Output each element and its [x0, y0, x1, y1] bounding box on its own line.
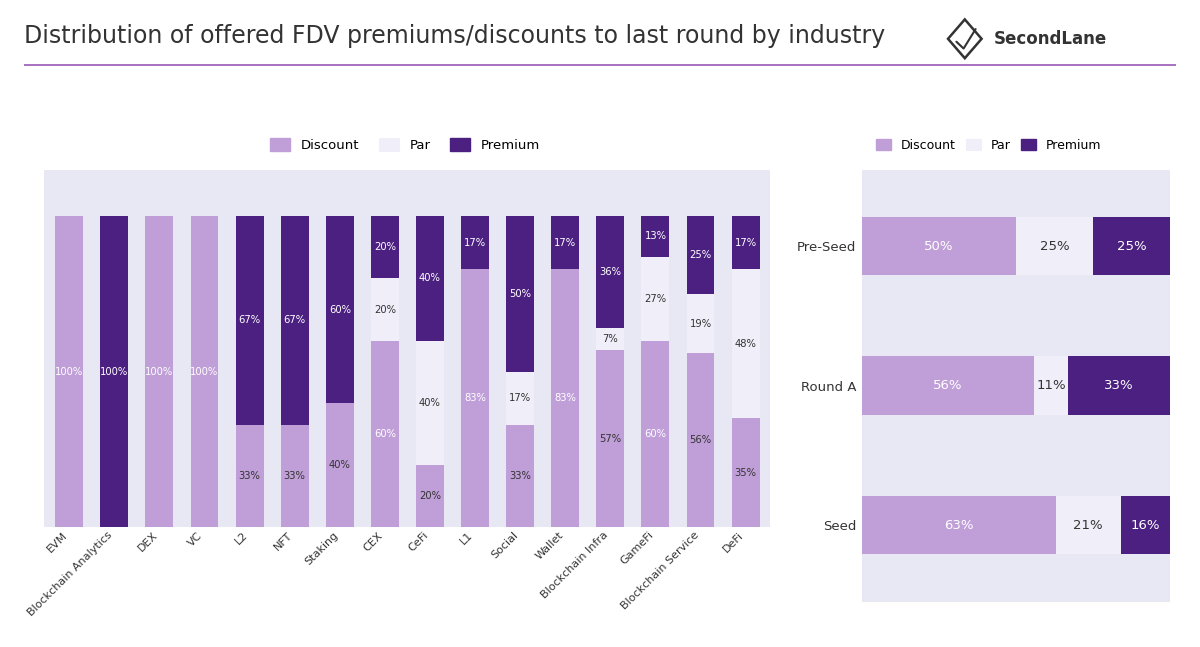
Bar: [461, 269, 490, 527]
Text: 40%: 40%: [419, 274, 440, 283]
Text: 83%: 83%: [464, 393, 486, 403]
Text: 40%: 40%: [419, 398, 440, 408]
Text: 33%: 33%: [1104, 379, 1134, 392]
Bar: [1034, 356, 1068, 415]
Bar: [732, 269, 760, 419]
Bar: [1016, 217, 1093, 276]
Bar: [686, 353, 714, 527]
Text: Industry: Industry: [368, 95, 442, 113]
Text: 100%: 100%: [55, 367, 83, 377]
Bar: [1068, 356, 1170, 415]
Text: 56%: 56%: [934, 379, 962, 392]
Text: 100%: 100%: [191, 367, 218, 377]
Text: 57%: 57%: [599, 433, 622, 444]
Text: 100%: 100%: [100, 367, 128, 377]
Text: 17%: 17%: [509, 393, 532, 403]
Text: 50%: 50%: [924, 239, 954, 253]
Bar: [862, 356, 1034, 415]
Text: 100%: 100%: [145, 367, 174, 377]
Text: 20%: 20%: [374, 305, 396, 314]
Bar: [325, 216, 354, 403]
Text: 63%: 63%: [944, 518, 973, 532]
Text: Round: Round: [960, 95, 1018, 113]
Text: 83%: 83%: [554, 393, 576, 403]
Bar: [642, 216, 670, 257]
Bar: [55, 216, 83, 527]
Bar: [686, 216, 714, 294]
Bar: [1056, 496, 1121, 554]
Text: 11%: 11%: [1037, 379, 1066, 392]
Bar: [371, 216, 398, 278]
Bar: [145, 216, 173, 527]
Bar: [461, 216, 490, 269]
Text: 17%: 17%: [464, 237, 486, 248]
Text: 13%: 13%: [644, 232, 666, 241]
Text: Distribution of offered FDV premiums/discounts to last round by industry: Distribution of offered FDV premiums/dis…: [24, 25, 886, 49]
Bar: [642, 257, 670, 340]
Text: 33%: 33%: [509, 471, 532, 481]
Bar: [281, 424, 308, 527]
Text: 27%: 27%: [644, 294, 666, 303]
Text: 17%: 17%: [554, 237, 576, 248]
Bar: [506, 424, 534, 527]
Bar: [862, 496, 1056, 554]
Bar: [371, 340, 398, 527]
Text: 33%: 33%: [239, 471, 260, 481]
Bar: [325, 403, 354, 527]
Bar: [596, 350, 624, 527]
Text: 25%: 25%: [690, 250, 712, 260]
Bar: [596, 216, 624, 328]
Text: 50%: 50%: [509, 289, 532, 299]
Text: 25%: 25%: [1117, 239, 1146, 253]
Bar: [551, 216, 580, 269]
Bar: [416, 465, 444, 527]
Text: 7%: 7%: [602, 334, 618, 344]
Text: 40%: 40%: [329, 460, 350, 470]
Bar: [732, 419, 760, 527]
Text: 60%: 60%: [329, 305, 350, 314]
Bar: [101, 216, 128, 527]
Bar: [732, 216, 760, 269]
Bar: [506, 372, 534, 424]
Text: 17%: 17%: [734, 237, 757, 248]
Bar: [191, 216, 218, 527]
Text: 35%: 35%: [734, 468, 756, 478]
Bar: [371, 278, 398, 340]
Text: 60%: 60%: [644, 429, 666, 439]
Bar: [551, 269, 580, 527]
Text: 25%: 25%: [1039, 239, 1069, 253]
Text: 16%: 16%: [1130, 518, 1160, 532]
Bar: [506, 216, 534, 372]
Legend: Discount, Par, Premium: Discount, Par, Premium: [876, 138, 1102, 152]
Bar: [862, 217, 1016, 276]
Bar: [1093, 217, 1170, 276]
Text: 67%: 67%: [283, 315, 306, 325]
Bar: [642, 340, 670, 527]
Bar: [596, 328, 624, 350]
Text: 48%: 48%: [734, 339, 756, 349]
Text: 56%: 56%: [690, 435, 712, 445]
Bar: [235, 424, 264, 527]
Text: 67%: 67%: [239, 315, 260, 325]
Bar: [686, 294, 714, 353]
Text: 60%: 60%: [374, 429, 396, 439]
Bar: [235, 216, 264, 424]
Bar: [1121, 496, 1170, 554]
Text: 19%: 19%: [690, 318, 712, 329]
Text: 21%: 21%: [1074, 518, 1103, 532]
Bar: [281, 216, 308, 424]
Bar: [416, 340, 444, 465]
Text: 20%: 20%: [374, 242, 396, 252]
Text: 20%: 20%: [419, 491, 440, 501]
Text: 33%: 33%: [283, 471, 306, 481]
Text: SecondLane: SecondLane: [994, 30, 1106, 48]
Bar: [416, 216, 444, 340]
Legend: Discount, Par, Premium: Discount, Par, Premium: [270, 138, 540, 152]
Text: 36%: 36%: [599, 267, 622, 277]
